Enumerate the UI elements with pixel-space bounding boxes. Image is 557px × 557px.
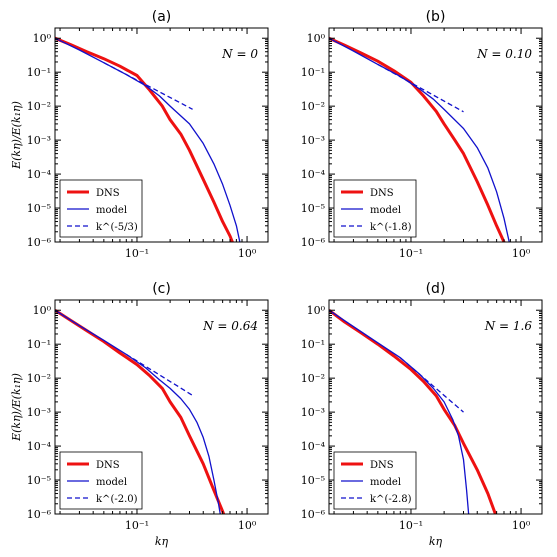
legend-label: DNS xyxy=(96,188,120,199)
x-tick-label: 10⁻¹ xyxy=(399,247,423,260)
y-tick-label: 10⁻⁴ xyxy=(27,168,52,181)
y-axis-label: E(kη)/E(k₁η) xyxy=(10,373,23,442)
axes-frame xyxy=(328,299,543,515)
axes-frame xyxy=(328,27,543,243)
axes-frame xyxy=(54,299,269,515)
legend: DNS model k^(-2.8) xyxy=(333,451,417,510)
panel-4: (d) 10⁻¹ 10⁰ 10⁻⁶ 10⁻⁵ 10⁻⁴ 10⁻³ 10⁻² 10⁻¹ 10⁰ N =… xyxy=(301,281,543,548)
power-law-fit-line xyxy=(377,63,464,113)
x-axis-label: kη xyxy=(429,535,443,548)
y-tick-label: 10⁻⁶ xyxy=(27,236,52,249)
legend-label: DNS xyxy=(370,460,394,471)
x-tick-label: 10⁰ xyxy=(238,247,257,260)
panel-3: (c) 10⁻¹ 10⁰ 10⁻⁶ 10⁻⁵ 10⁻⁴ 10⁻³ 10⁻² 10⁻¹ 10⁰ N =… xyxy=(10,281,269,548)
legend-label: k^(-2.0) xyxy=(96,494,138,505)
y-tick-label: 10⁻³ xyxy=(27,406,51,419)
panel-label: (c) xyxy=(152,281,171,297)
legend-label: model xyxy=(96,477,127,488)
panel-label: (b) xyxy=(426,9,446,25)
x-tick-label: 10⁰ xyxy=(512,247,531,260)
y-tick-label: 10⁻⁵ xyxy=(301,474,325,487)
y-tick-label: 10⁻⁶ xyxy=(301,236,326,249)
power-law-fit-line xyxy=(103,62,193,110)
y-tick-label: 10⁻⁶ xyxy=(27,508,52,521)
legend-label: k^(-2.8) xyxy=(370,494,412,505)
power-law-fit-line xyxy=(125,353,193,396)
parameter-label: N = 1.6 xyxy=(484,319,533,333)
y-tick-label: 10⁻⁴ xyxy=(27,440,52,453)
legend-label: model xyxy=(370,205,401,216)
parameter-label: N = 0.10 xyxy=(476,47,532,61)
y-tick-label: 10⁻⁵ xyxy=(27,202,51,215)
panel-1: (a) 10⁻¹ 10⁰ 10⁻⁶ 10⁻⁵ 10⁻⁴ 10⁻³ 10⁻² 10⁻¹ 10⁰ N =… xyxy=(10,9,269,260)
legend-label: model xyxy=(370,477,401,488)
model-line xyxy=(329,309,470,514)
y-tick-label: 10⁻² xyxy=(27,372,51,385)
y-tick-label: 10⁰ xyxy=(307,304,326,317)
y-tick-label: 10⁻³ xyxy=(27,134,51,147)
legend-label: DNS xyxy=(96,460,120,471)
y-tick-label: 10⁻⁴ xyxy=(301,440,326,453)
dns-line xyxy=(329,36,506,242)
x-tick-label: 10⁻¹ xyxy=(125,519,149,532)
legend-label: k^(-5/3) xyxy=(96,222,138,233)
y-tick-label: 10⁻¹ xyxy=(301,66,325,79)
x-tick-label: 10⁰ xyxy=(238,519,257,532)
legend: DNS model k^(-1.8) xyxy=(333,179,417,238)
legend-label: model xyxy=(96,205,127,216)
y-tick-label: 10⁻² xyxy=(301,100,325,113)
y-tick-label: 10⁻⁶ xyxy=(301,508,326,521)
panel-2: (b) 10⁻¹ 10⁰ 10⁻⁶ 10⁻⁵ 10⁻⁴ 10⁻³ 10⁻² 10⁻¹ 10⁰ N =… xyxy=(301,9,543,260)
dns-line xyxy=(55,36,234,242)
panel-label: (d) xyxy=(426,281,446,297)
y-tick-label: 10⁻³ xyxy=(301,134,325,147)
y-tick-label: 10⁰ xyxy=(33,32,52,45)
y-tick-label: 10⁻³ xyxy=(301,406,325,419)
power-law-fit-line xyxy=(399,357,464,413)
legend-label: DNS xyxy=(370,188,394,199)
y-tick-label: 10⁻² xyxy=(27,100,51,113)
y-tick-label: 10⁻⁵ xyxy=(301,202,325,215)
y-axis-label: E(kη)/E(k₁η) xyxy=(10,101,23,170)
y-tick-label: 10⁻² xyxy=(301,372,325,385)
x-tick-label: 10⁻¹ xyxy=(399,519,423,532)
y-tick-label: 10⁰ xyxy=(307,32,326,45)
y-tick-label: 10⁰ xyxy=(33,304,52,317)
dns-line xyxy=(55,308,226,514)
legend: DNS model k^(-2.0) xyxy=(59,451,143,510)
legend: DNS model k^(-5/3) xyxy=(59,179,143,238)
parameter-label: N = 0 xyxy=(221,47,258,61)
panel-label: (a) xyxy=(152,9,172,25)
x-tick-label: 10⁰ xyxy=(512,519,531,532)
y-tick-label: 10⁻¹ xyxy=(301,338,325,351)
y-tick-label: 10⁻⁴ xyxy=(301,168,326,181)
dns-line xyxy=(329,309,497,514)
axes-frame xyxy=(54,27,269,243)
y-tick-label: 10⁻¹ xyxy=(27,66,51,79)
x-tick-label: 10⁻¹ xyxy=(125,247,149,260)
x-axis-label: kη xyxy=(155,535,169,548)
parameter-label: N = 0.64 xyxy=(202,319,258,333)
legend-label: k^(-1.8) xyxy=(370,222,412,233)
model-line xyxy=(55,309,221,514)
y-tick-label: 10⁻¹ xyxy=(27,338,51,351)
y-tick-label: 10⁻⁵ xyxy=(27,474,51,487)
